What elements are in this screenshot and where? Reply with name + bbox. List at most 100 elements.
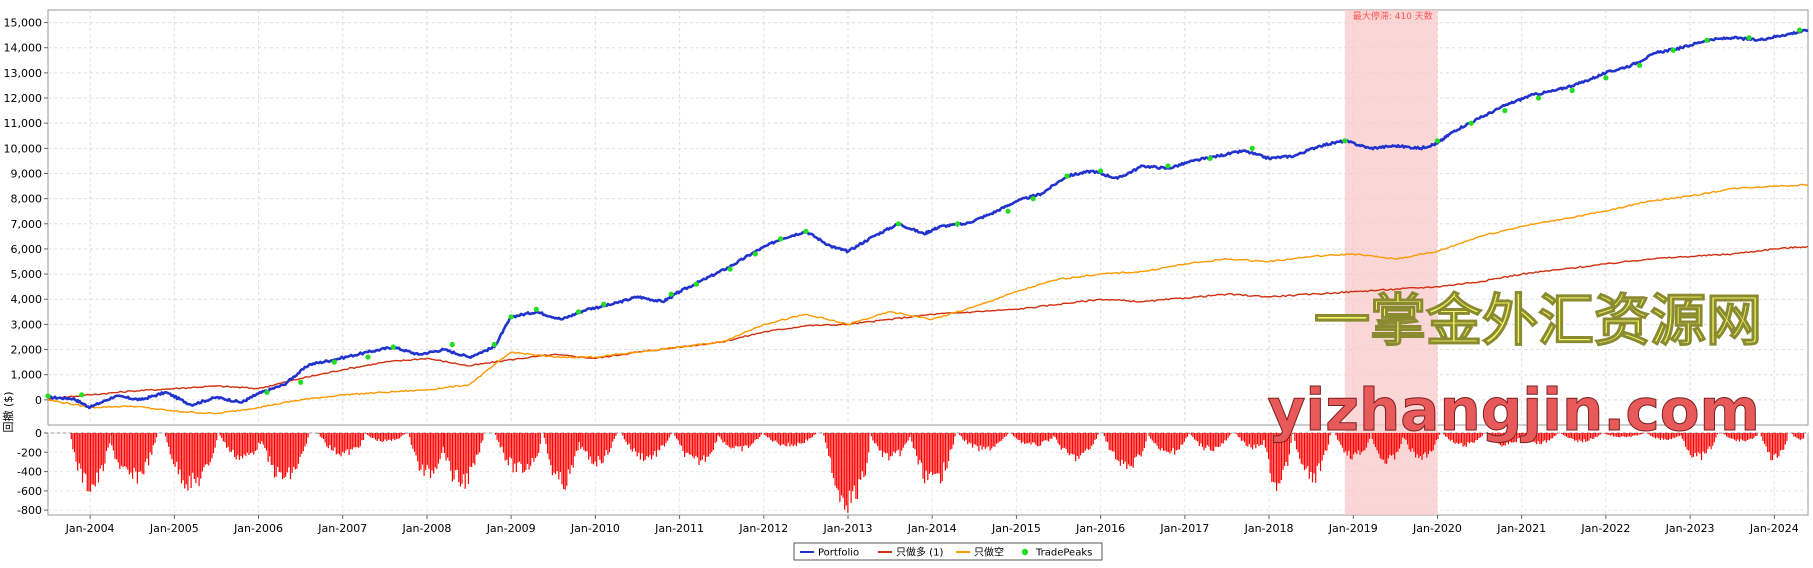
drawdown-bar	[911, 433, 912, 442]
drawdown-bar	[236, 433, 237, 459]
drawdown-bar	[921, 433, 922, 463]
drawdown-bar	[453, 433, 454, 479]
drawdown-bar	[474, 433, 475, 465]
drawdown-bar	[563, 433, 564, 489]
drawdown-bar	[615, 433, 616, 436]
drawdown-bar	[1202, 433, 1203, 447]
drawdown-bar	[253, 433, 254, 455]
drawdown-bar	[670, 433, 671, 434]
drawdown-bar	[1200, 433, 1201, 444]
drawdown-bar	[986, 433, 987, 447]
y-tick-label: 5,000	[11, 268, 43, 281]
drawdown-bar	[697, 433, 698, 457]
drawdown-bar	[761, 433, 762, 435]
drawdown-bar	[1112, 433, 1113, 451]
drawdown-bar	[1014, 433, 1015, 437]
drawdown-bar	[627, 433, 628, 445]
drawdown-bar	[1213, 433, 1214, 451]
drawdown-bar	[292, 433, 293, 473]
drawdown-bar	[239, 433, 240, 460]
drawdown-bar	[412, 433, 413, 449]
drawdown-bar	[318, 433, 319, 434]
drawdown-bar	[205, 433, 206, 465]
drawdown-bar	[1792, 433, 1793, 434]
drawdown-bar	[173, 433, 174, 464]
drawdown-bar	[1212, 433, 1213, 451]
drawdown-bar	[852, 433, 853, 491]
drawdown-bar	[859, 433, 860, 479]
drawdown-bar	[919, 433, 920, 460]
trade-peak-point	[298, 380, 303, 385]
drawdown-bar	[1077, 433, 1078, 456]
drawdown-bar	[1785, 433, 1786, 445]
drawdown-bar	[828, 433, 829, 456]
drawdown-bar	[293, 433, 294, 467]
drawdown-bar	[1239, 433, 1240, 438]
drawdown-bar	[506, 433, 507, 460]
drawdown-bar	[583, 433, 584, 450]
drawdown-bar	[465, 433, 466, 489]
drawdown-y-ticks: 0-200-400-600-800	[17, 427, 48, 517]
trade-peak-point	[332, 360, 337, 365]
x-tick-label: Jan-2010	[570, 522, 620, 535]
drawdown-bar	[815, 433, 816, 434]
drawdown-bar	[533, 433, 534, 462]
drawdown-bar	[1075, 433, 1076, 461]
drawdown-bar	[1059, 433, 1060, 445]
drawdown-bar	[934, 433, 935, 474]
drawdown-bar	[85, 433, 86, 474]
drawdown-bar	[555, 433, 556, 474]
drawdown-bar	[1038, 433, 1039, 446]
drawdown-bar	[935, 433, 936, 474]
drawdown-bar	[996, 433, 997, 444]
drawdown-bar	[983, 433, 984, 447]
drawdown-bar	[1205, 433, 1206, 448]
drawdown-bar	[402, 433, 403, 435]
drawdown-bar	[242, 433, 243, 458]
drawdown-bar	[1236, 433, 1237, 434]
drawdown-bar	[285, 433, 286, 477]
drawdown-bar	[689, 433, 690, 454]
drawdown-bar	[1021, 433, 1022, 443]
drawdown-bar	[445, 433, 446, 460]
y-tick-label: 3,000	[11, 318, 43, 331]
drawdown-bar	[321, 433, 322, 438]
drawdown-bar	[851, 433, 852, 503]
drawdown-bar	[1157, 433, 1158, 446]
drawdown-bar	[654, 433, 655, 451]
drawdown-bar	[1016, 433, 1017, 439]
drawdown-bar	[769, 433, 770, 438]
drawdown-bar	[516, 433, 517, 472]
drawdown-bar	[213, 433, 214, 453]
drawdown-bar	[1204, 433, 1205, 450]
drawdown-bar	[276, 433, 277, 477]
drawdown-bar	[1177, 433, 1178, 450]
drawdown-bar	[977, 433, 978, 446]
drawdown-bar	[1254, 433, 1255, 445]
drawdown-bar	[440, 433, 441, 459]
drawdown-bar	[529, 433, 530, 470]
drawdown-bar	[558, 433, 559, 479]
trade-peak-point	[955, 221, 960, 226]
drawdown-bar	[711, 433, 712, 452]
drawdown-bar	[1072, 433, 1073, 454]
drawdown-bar	[422, 433, 423, 465]
drawdown-bar	[722, 433, 723, 443]
y-tick-label: 6,000	[11, 243, 43, 256]
drawdown-y-label: 回撤 ($)	[1, 391, 15, 432]
drawdown-bar	[108, 433, 109, 448]
drawdown-bar	[1185, 433, 1186, 438]
drawdown-bar	[452, 433, 453, 482]
drawdown-bar	[176, 433, 177, 462]
drawdown-bar	[764, 433, 765, 435]
drawdown-bar	[868, 433, 869, 452]
drawdown-bar	[171, 433, 172, 459]
drawdown-bar	[679, 433, 680, 445]
drawdown-bar	[833, 433, 834, 478]
drawdown-bar	[519, 433, 520, 462]
trade-peak-point	[1005, 209, 1010, 214]
drawdown-bar	[428, 433, 429, 469]
drawdown-bar	[735, 433, 736, 446]
drawdown-bar	[1168, 433, 1169, 452]
drawdown-bar	[501, 433, 502, 447]
